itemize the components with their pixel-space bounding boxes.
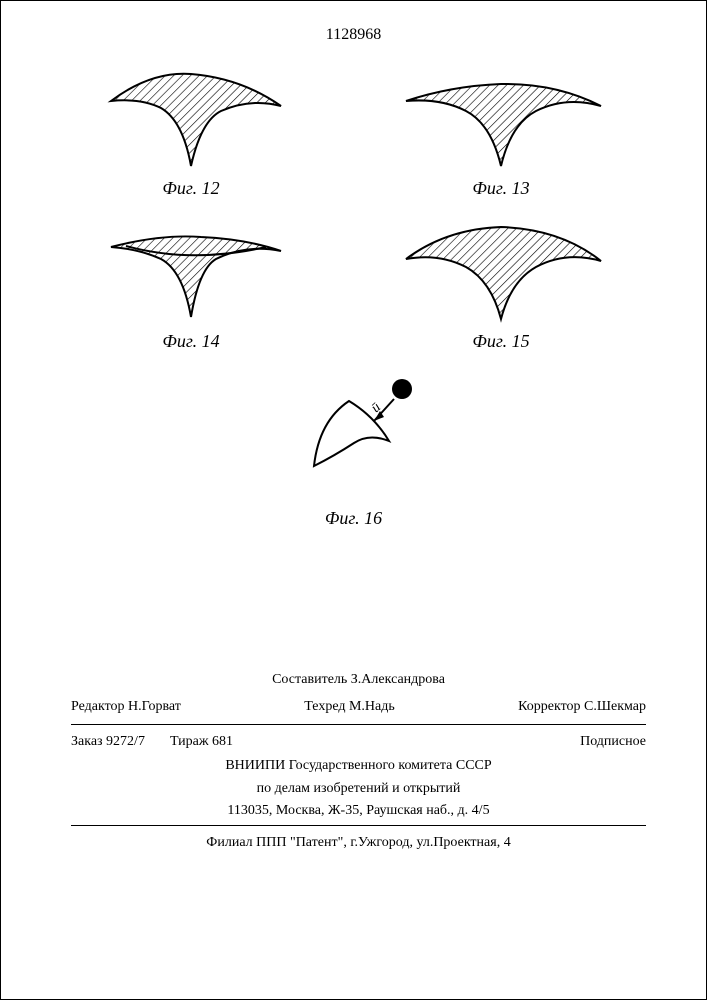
credits-block: Составитель З.Александрова Редактор Н.Го… [71, 669, 646, 854]
figure-12-label: Фиг. 12 [91, 178, 291, 199]
order: Заказ 9272/7 [71, 731, 145, 753]
org-line-1: ВНИИПИ Государственного комитета СССР [71, 755, 646, 777]
figure-13: Фиг. 13 [391, 56, 611, 199]
figure-16: ū Фиг. 16 [1, 371, 706, 529]
order-line: Заказ 9272/7 Тираж 681 Подписное [71, 731, 646, 753]
page: 1128968 Фиг. 12 Фиг. 13 [0, 0, 707, 1000]
branch: Филиал ППП "Патент", г.Ужгород, ул.Проек… [71, 832, 646, 854]
compiler: Составитель З.Александрова [71, 669, 646, 691]
figure-14-svg [91, 209, 291, 329]
figure-16-label: Фиг. 16 [1, 508, 706, 529]
figure-16-svg: ū [274, 371, 434, 501]
circulation: Тираж 681 [170, 731, 233, 753]
address: 113035, Москва, Ж-35, Раушская наб., д. … [71, 800, 646, 822]
figure-grid: Фиг. 12 Фиг. 13 Фиг. 14 Ф [91, 56, 611, 362]
figure-12: Фиг. 12 [91, 56, 291, 199]
figure-15-svg [391, 209, 611, 329]
corrector: Корректор С.Шекмар [518, 696, 646, 718]
figure-15-label: Фиг. 15 [391, 331, 611, 352]
doc-number: 1128968 [1, 26, 706, 44]
figure-row-1: Фиг. 12 Фиг. 13 [91, 56, 611, 199]
techred: Техред М.Надь [304, 696, 394, 718]
figure-14-label: Фиг. 14 [91, 331, 291, 352]
org-line-2: по делам изобретений и открытий [71, 778, 646, 800]
figure-14: Фиг. 14 [91, 209, 291, 352]
figure-13-label: Фиг. 13 [391, 178, 611, 199]
figure-12-svg [91, 56, 291, 176]
editor: Редактор Н.Горват [71, 696, 181, 718]
hr-1 [71, 724, 646, 725]
credits-row: Редактор Н.Горват Техред М.Надь Корректо… [71, 696, 646, 718]
hr-2 [71, 825, 646, 826]
figure-13-svg [391, 56, 611, 176]
figure-15: Фиг. 15 [391, 209, 611, 352]
figure-row-2: Фиг. 14 Фиг. 15 [91, 209, 611, 352]
subscribed: Подписное [580, 731, 646, 753]
